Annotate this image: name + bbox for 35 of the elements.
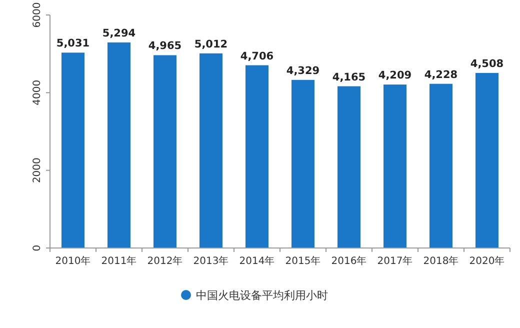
y-tick-label: 6000 (32, 2, 43, 28)
bar (430, 84, 452, 248)
bar (246, 65, 268, 248)
bar (292, 80, 314, 248)
x-tick-label: 2016年 (331, 255, 367, 267)
x-tick-label: 2014年 (239, 255, 275, 267)
bar (62, 52, 84, 248)
data-label: 4,209 (378, 70, 412, 82)
x-tick-label: 2018年 (423, 255, 459, 267)
x-tick-label: 2011年 (101, 255, 137, 267)
bar (108, 42, 130, 248)
bar (476, 72, 498, 248)
x-tick-label: 2013年 (193, 255, 229, 267)
data-label: 4,228 (424, 68, 458, 81)
bar (384, 84, 406, 248)
data-label: 5,012 (194, 38, 228, 50)
x-tick-label: 2012年 (147, 255, 183, 267)
bar (200, 53, 222, 248)
y-tick-label: 2000 (32, 158, 43, 184)
data-label: 4,165 (332, 71, 366, 84)
data-label: 5,294 (102, 27, 136, 40)
data-label: 4,508 (470, 58, 504, 70)
data-label: 4,965 (148, 40, 182, 52)
legend-label: 中国火电设备平均利用小时 (196, 289, 328, 302)
data-label: 5,031 (56, 38, 90, 50)
bar (154, 55, 176, 248)
data-label: 4,706 (240, 50, 274, 62)
x-tick-label: 2015年 (285, 255, 321, 267)
y-tick-label: 0 (32, 244, 43, 252)
bar (338, 86, 360, 248)
data-label: 4,329 (286, 64, 320, 77)
y-tick-label: 4000 (32, 80, 43, 106)
x-tick-label: 2020年 (469, 255, 505, 267)
x-tick-label: 2017年 (377, 255, 413, 267)
x-tick-label: 2010年 (55, 255, 91, 267)
